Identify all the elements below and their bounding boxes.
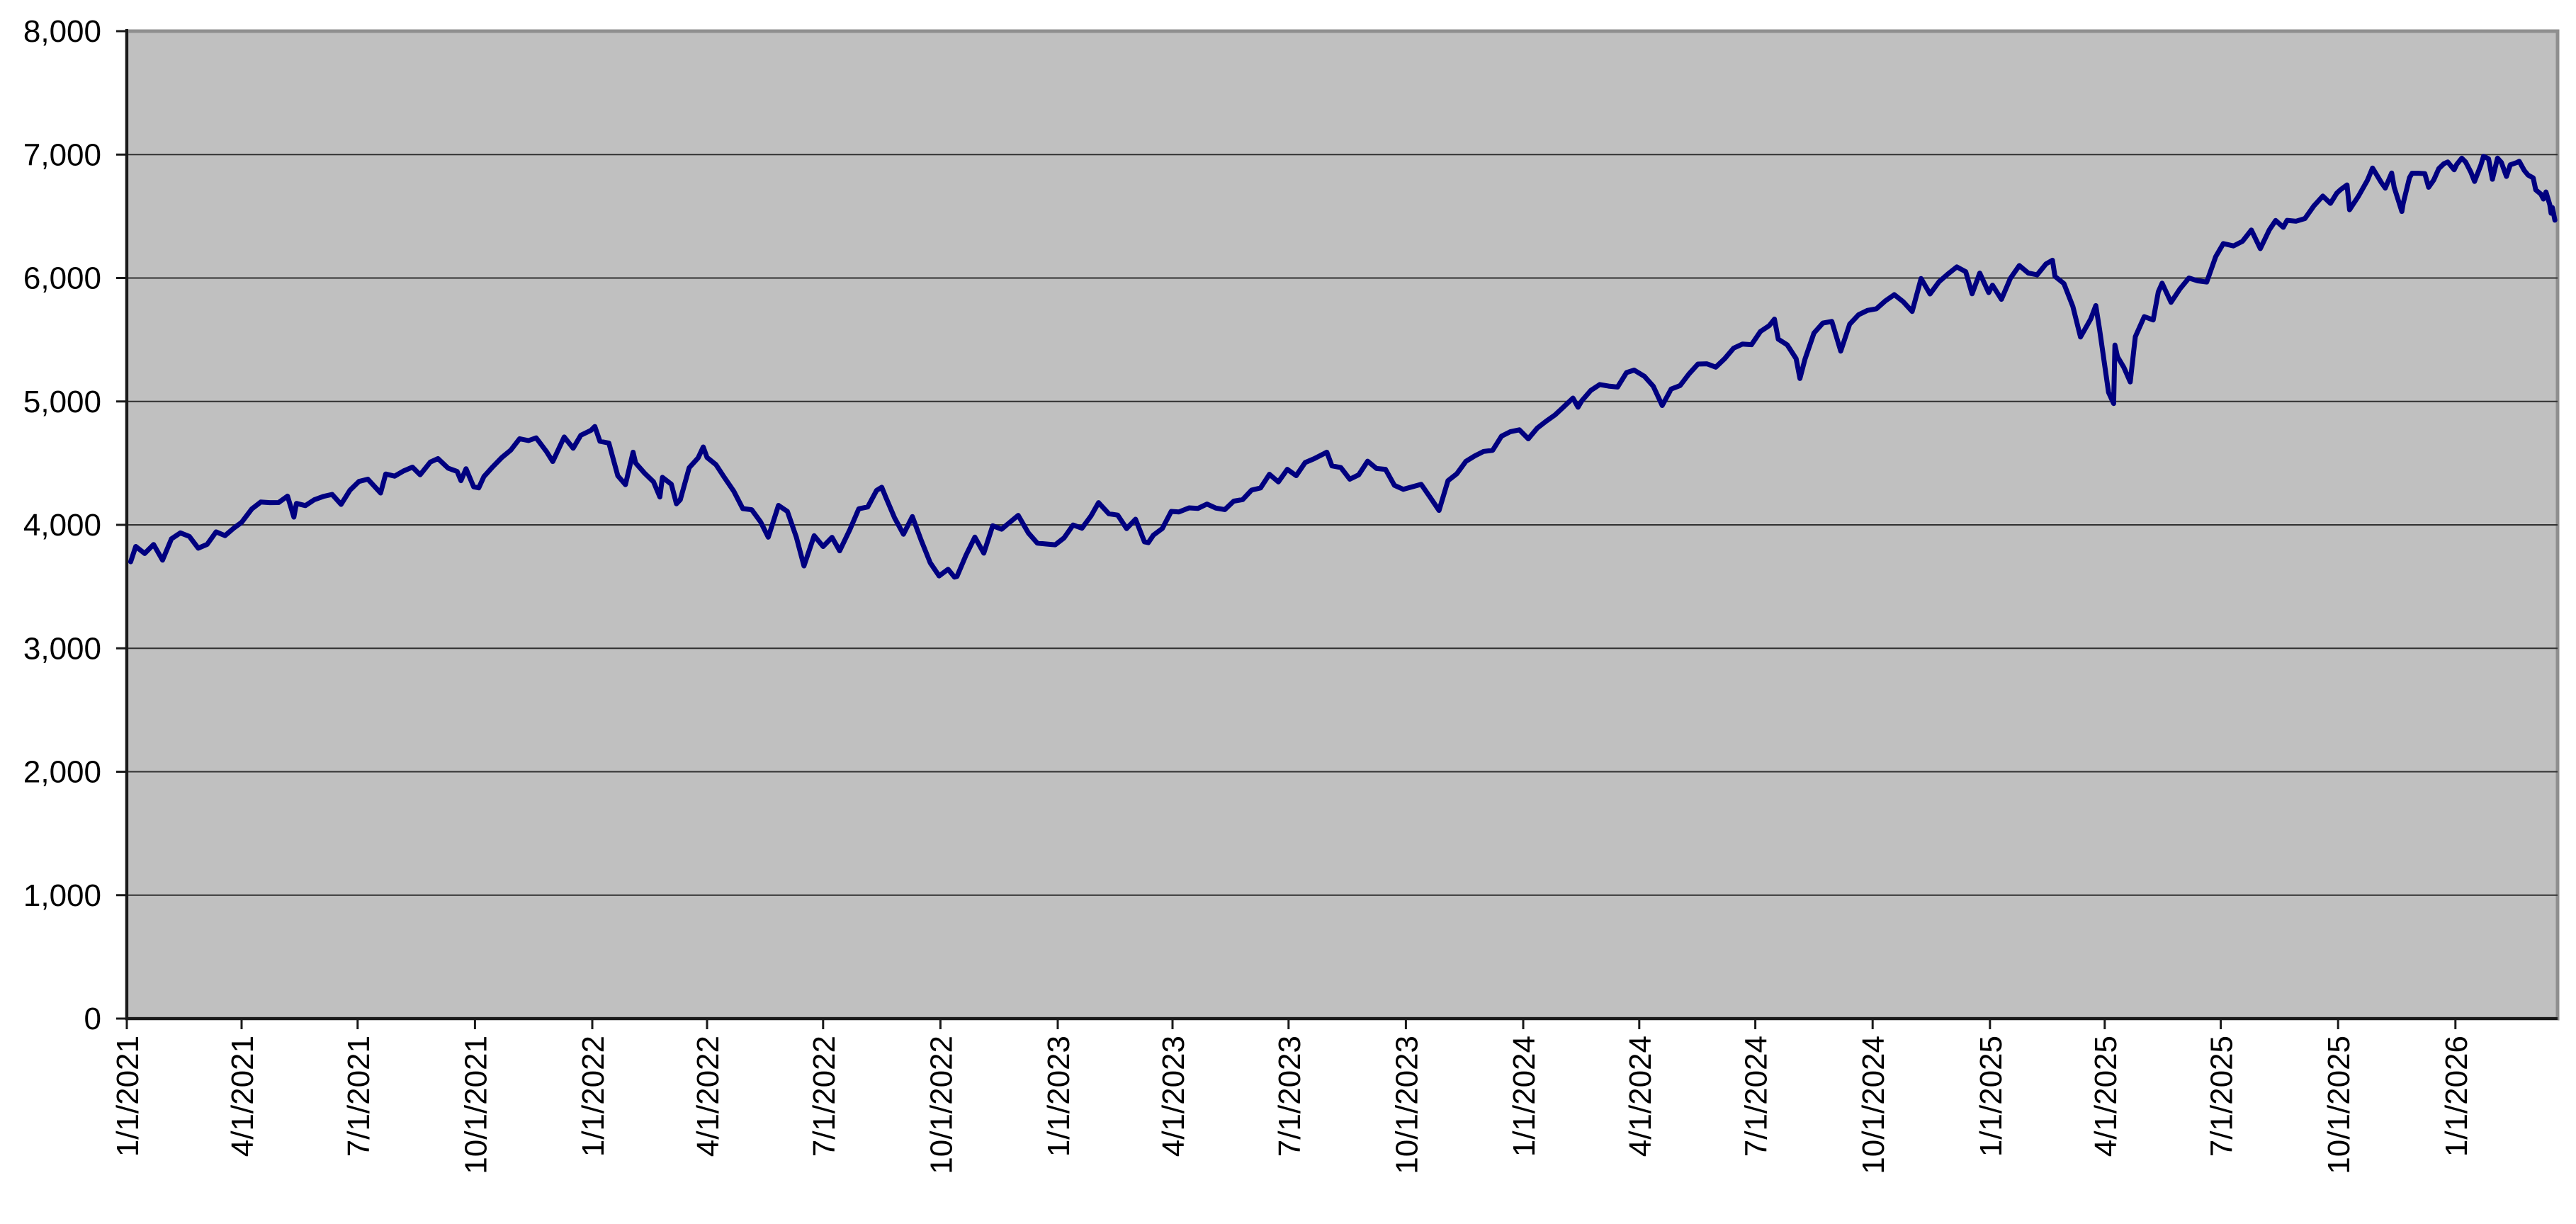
x-axis-label: 1/1/2021 [111, 1036, 145, 1157]
y-axis-label: 2,000 [23, 755, 101, 790]
x-axis-label: 4/1/2024 [1623, 1036, 1658, 1157]
data-series-line [128, 154, 2558, 580]
x-axis-label: 7/1/2022 [807, 1036, 842, 1157]
x-axis-label: 7/1/2025 [2205, 1036, 2239, 1157]
x-axis-label: 10/1/2024 [1856, 1036, 1891, 1174]
x-axis-label: 1/1/2024 [1507, 1036, 1542, 1157]
x-axis-label: 1/1/2026 [2439, 1036, 2474, 1157]
y-axis-label: 5,000 [23, 385, 101, 419]
x-axis-label: 4/1/2025 [2089, 1036, 2123, 1157]
y-axis-label: 3,000 [23, 631, 101, 666]
x-axis-label: 4/1/2023 [1156, 1036, 1191, 1157]
y-axis-label: 8,000 [23, 14, 101, 49]
x-axis-label: 4/1/2021 [225, 1036, 260, 1157]
y-axis-label: 1,000 [23, 878, 101, 913]
x-axis-label: 4/1/2022 [691, 1036, 725, 1157]
x-axis-label: 7/1/2023 [1272, 1036, 1307, 1157]
y-axis-label: 7,000 [23, 137, 101, 172]
x-axis-label: 1/1/2022 [576, 1036, 611, 1157]
x-axis-label: 7/1/2024 [1739, 1036, 1774, 1157]
x-axis-label: 1/1/2023 [1041, 1036, 1076, 1157]
x-axis-label: 10/1/2021 [458, 1036, 493, 1174]
y-axis-label: 6,000 [23, 261, 101, 296]
x-axis-label: 7/1/2021 [341, 1036, 376, 1157]
x-axis-label: 1/1/2025 [1974, 1036, 2009, 1157]
y-axis-label: 4,000 [23, 508, 101, 543]
x-axis-label: 10/1/2025 [2322, 1036, 2356, 1174]
x-axis-label: 10/1/2023 [1389, 1036, 1424, 1174]
x-axis-label: 10/1/2022 [924, 1036, 959, 1174]
y-axis-label: 0 [84, 1002, 101, 1036]
